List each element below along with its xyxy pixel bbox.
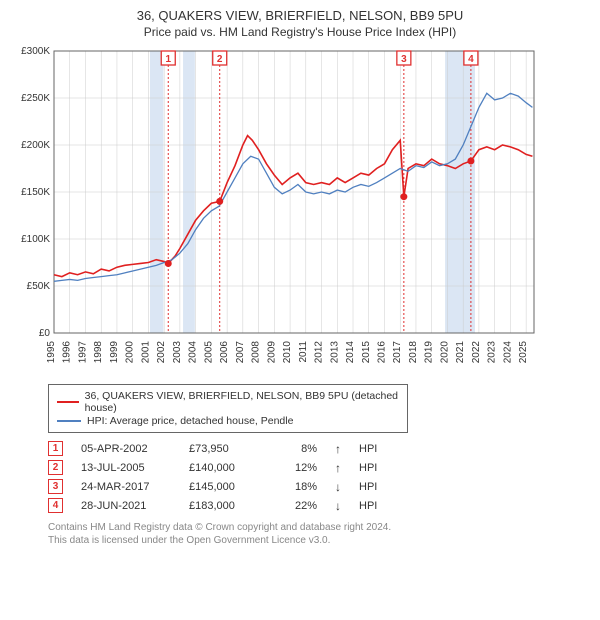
transaction-row: 3 24-MAR-2017 £145,000 18% ↓ HPI (48, 479, 590, 494)
hpi-label: HPI (359, 443, 377, 455)
footer-line2: This data is licensed under the Open Gov… (48, 534, 590, 547)
transaction-date: 24-MAR-2017 (81, 481, 171, 493)
svg-text:2023: 2023 (487, 341, 498, 364)
transaction-diff: 12% (277, 462, 317, 474)
svg-text:2011: 2011 (298, 341, 309, 363)
transaction-row: 1 05-APR-2002 £73,950 8% ↑ HPI (48, 441, 590, 456)
legend-swatch-hpi (57, 420, 81, 422)
legend-label-property: 36, QUAKERS VIEW, BRIERFIELD, NELSON, BB… (85, 390, 399, 414)
svg-text:1998: 1998 (93, 341, 104, 364)
svg-text:2018: 2018 (408, 341, 419, 364)
svg-text:£200K: £200K (21, 140, 50, 151)
footer-line1: Contains HM Land Registry data © Crown c… (48, 521, 590, 534)
svg-text:2016: 2016 (376, 341, 387, 364)
transaction-marker: 1 (48, 441, 63, 456)
svg-text:2015: 2015 (361, 341, 372, 364)
transaction-price: £140,000 (189, 462, 259, 474)
footer-attribution: Contains HM Land Registry data © Crown c… (48, 521, 590, 547)
page-title: 36, QUAKERS VIEW, BRIERFIELD, NELSON, BB… (10, 8, 590, 23)
transaction-diff: 18% (277, 481, 317, 493)
svg-text:2014: 2014 (345, 341, 356, 364)
transaction-marker: 4 (48, 498, 63, 513)
legend-box: 36, QUAKERS VIEW, BRIERFIELD, NELSON, BB… (48, 384, 408, 433)
chart-svg: 1995 1996 1997 1998 1999 2000 2001 2002 2003 2004… (10, 45, 540, 375)
svg-text:4: 4 (468, 54, 474, 65)
transaction-price: £183,000 (189, 500, 259, 512)
transaction-marker: 2 (48, 460, 63, 475)
transaction-price: £73,950 (189, 443, 259, 455)
transaction-price: £145,000 (189, 481, 259, 493)
svg-text:2009: 2009 (266, 341, 277, 364)
svg-text:2002: 2002 (156, 341, 167, 364)
hpi-label: HPI (359, 481, 377, 493)
svg-text:1997: 1997 (77, 341, 88, 364)
transaction-diff: 22% (277, 500, 317, 512)
legend-label-hpi: HPI: Average price, detached house, Pend… (87, 415, 293, 427)
transaction-row: 4 28-JUN-2021 £183,000 22% ↓ HPI (48, 498, 590, 513)
svg-text:2000: 2000 (125, 341, 136, 364)
svg-text:2017: 2017 (392, 341, 403, 364)
transaction-diff: 8% (277, 443, 317, 455)
svg-text:2020: 2020 (439, 341, 450, 364)
price-chart: 1995 1996 1997 1998 1999 2000 2001 2002 2003 2004… (10, 45, 590, 378)
svg-text:3: 3 (401, 54, 407, 65)
transaction-marker: 3 (48, 479, 63, 494)
legend-row-hpi: HPI: Average price, detached house, Pend… (57, 415, 399, 427)
svg-text:2003: 2003 (172, 341, 183, 364)
legend-row-property: 36, QUAKERS VIEW, BRIERFIELD, NELSON, BB… (57, 390, 399, 414)
svg-text:1995: 1995 (46, 341, 57, 364)
svg-text:2013: 2013 (329, 341, 340, 364)
svg-text:2007: 2007 (235, 341, 246, 364)
svg-text:2021: 2021 (455, 341, 466, 364)
svg-text:2005: 2005 (203, 341, 214, 364)
svg-text:£0: £0 (39, 328, 51, 339)
hpi-label: HPI (359, 500, 377, 512)
svg-text:£300K: £300K (21, 46, 50, 57)
svg-text:£50K: £50K (27, 281, 51, 292)
transaction-row: 2 13-JUL-2005 £140,000 12% ↑ HPI (48, 460, 590, 475)
svg-text:2008: 2008 (251, 341, 262, 364)
svg-text:2006: 2006 (219, 341, 230, 364)
svg-text:1996: 1996 (62, 341, 73, 364)
diff-arrow-icon: ↑ (335, 442, 341, 456)
transaction-date: 05-APR-2002 (81, 443, 171, 455)
svg-text:2024: 2024 (502, 341, 513, 364)
svg-text:£100K: £100K (21, 234, 50, 245)
svg-text:£150K: £150K (21, 187, 50, 198)
svg-text:£250K: £250K (21, 93, 50, 104)
svg-text:2022: 2022 (471, 341, 482, 364)
hpi-label: HPI (359, 462, 377, 474)
svg-text:2004: 2004 (188, 341, 199, 364)
svg-text:2012: 2012 (314, 341, 325, 364)
svg-text:1999: 1999 (109, 341, 120, 364)
svg-text:2025: 2025 (518, 341, 529, 364)
diff-arrow-icon: ↑ (335, 461, 341, 475)
transaction-date: 28-JUN-2021 (81, 500, 171, 512)
page-subtitle: Price paid vs. HM Land Registry's House … (10, 25, 590, 39)
svg-text:1: 1 (165, 54, 171, 65)
transactions-table: 1 05-APR-2002 £73,950 8% ↑ HPI 2 13-JUL-… (48, 441, 590, 513)
svg-text:2001: 2001 (140, 341, 151, 364)
diff-arrow-icon: ↓ (335, 499, 341, 513)
transaction-date: 13-JUL-2005 (81, 462, 171, 474)
diff-arrow-icon: ↓ (335, 480, 341, 494)
legend-swatch-property (57, 401, 79, 403)
svg-text:2019: 2019 (424, 341, 435, 364)
svg-text:2010: 2010 (282, 341, 293, 364)
svg-text:2: 2 (217, 54, 223, 65)
